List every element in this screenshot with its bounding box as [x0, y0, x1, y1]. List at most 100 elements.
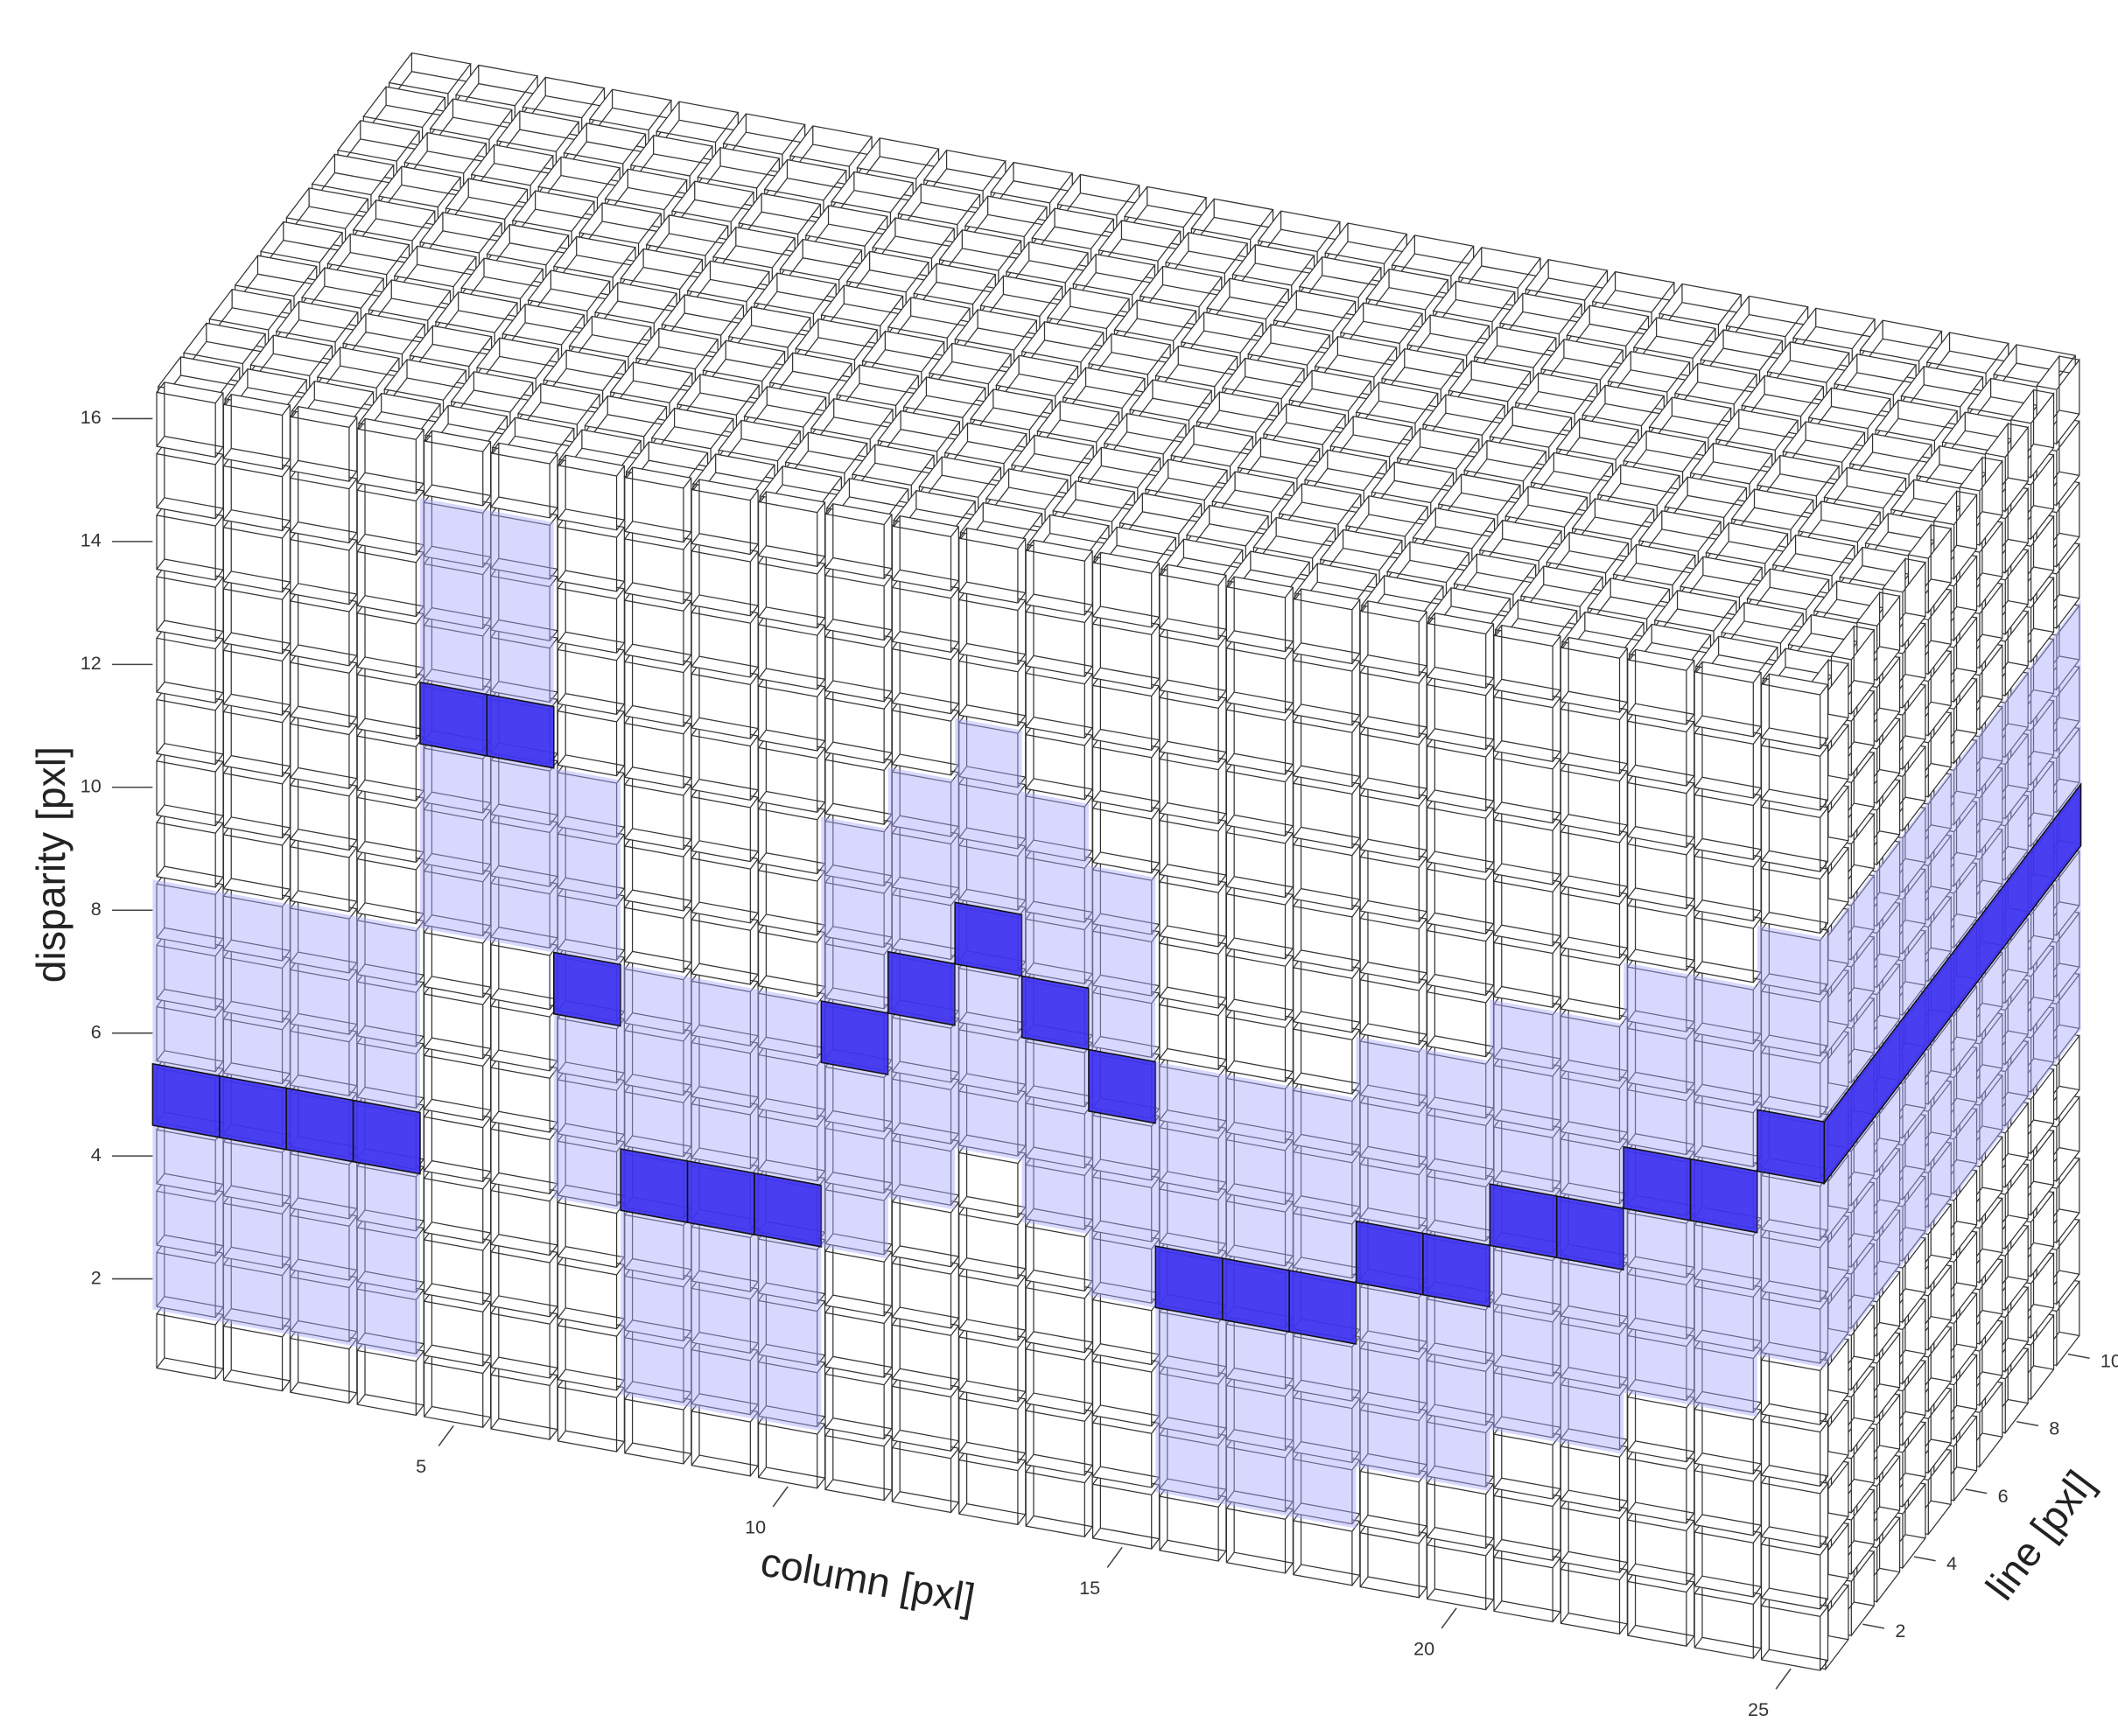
voxel-front — [1025, 600, 1093, 677]
voxel-front — [1225, 883, 1294, 960]
voxel-front — [222, 1315, 291, 1392]
voxel-front — [1091, 1473, 1161, 1550]
voxel-front — [1359, 1153, 1427, 1230]
voxel-front — [824, 1424, 893, 1502]
voxel-front — [356, 1278, 424, 1354]
voxel-front — [557, 639, 625, 716]
voxel-front — [1760, 858, 1829, 934]
x-tick — [438, 1424, 454, 1447]
voxel-front — [1091, 920, 1161, 997]
voxel-front — [1426, 1349, 1495, 1426]
voxel-front — [1225, 576, 1294, 653]
voxel-front — [222, 578, 291, 654]
z-tick-label: 10 — [2100, 1350, 2118, 1372]
voxel-front — [156, 1118, 224, 1195]
disparity-voxel — [1088, 1048, 1157, 1124]
voxel-front — [1293, 588, 1361, 665]
voxel-front — [1091, 982, 1161, 1059]
y-tick-label: 10 — [81, 774, 102, 796]
disparity-voxel — [1623, 1145, 1692, 1222]
voxel-front — [1359, 662, 1427, 738]
voxel-front — [290, 590, 358, 667]
disparity-voxel — [1221, 1257, 1290, 1334]
z-tick-label: 6 — [1998, 1485, 2009, 1507]
y-tick-label: 8 — [91, 898, 102, 920]
voxel-front — [1293, 1325, 1361, 1402]
voxel-front — [958, 1080, 1027, 1157]
voxel-front — [557, 700, 625, 777]
disparity-voxel — [754, 1172, 823, 1248]
voxel-front — [624, 1265, 692, 1342]
voxel-front — [824, 872, 893, 948]
disparity-voxel — [1355, 1220, 1424, 1296]
voxel-front — [1760, 1226, 1829, 1303]
voxel-front — [1760, 1533, 1829, 1610]
voxel-front — [1293, 1141, 1361, 1218]
voxel-front — [1493, 932, 1561, 1009]
voxel-front — [1627, 1571, 1695, 1648]
voxel-front — [1293, 772, 1361, 849]
voxel-front — [891, 514, 959, 592]
voxel-front — [156, 1180, 224, 1256]
voxel-front — [624, 1081, 692, 1158]
y-tick-label: 16 — [81, 406, 102, 428]
x-tick — [1775, 1668, 1792, 1690]
voxel-front — [824, 503, 893, 579]
voxel-front — [958, 650, 1027, 727]
voxel-front — [356, 787, 424, 864]
voxel-front — [1760, 1041, 1829, 1118]
voxel-front — [1359, 969, 1427, 1046]
voxel-front — [1627, 1325, 1695, 1402]
disparity-voxel — [1154, 1245, 1224, 1321]
voxel-front — [1426, 1042, 1495, 1119]
voxel-front — [958, 1203, 1027, 1280]
voxel-front — [490, 626, 558, 704]
x-tick-label: 5 — [416, 1455, 426, 1477]
voxel-front — [290, 405, 358, 482]
voxel-front — [624, 1204, 692, 1281]
z-axis-label: line [pxl] — [1977, 1462, 2103, 1608]
voxel-front — [290, 774, 358, 851]
voxel-front — [1091, 551, 1161, 628]
voxel-front — [1560, 760, 1628, 836]
voxel-front — [1426, 612, 1495, 690]
voxel-front — [1627, 648, 1695, 725]
voxel-front — [624, 466, 692, 543]
voxel-front — [757, 552, 826, 629]
y-tick-label: 4 — [91, 1144, 102, 1166]
voxel-front — [156, 934, 224, 1012]
y-axis-label: disparity [pxl] — [28, 746, 74, 983]
voxel-front — [557, 1253, 625, 1330]
disparity-voxel — [1757, 1109, 1826, 1185]
voxel-front — [891, 1068, 959, 1144]
disparity-voxel — [1422, 1232, 1491, 1308]
voxel-front — [1760, 1410, 1829, 1488]
marks — [151, 498, 2082, 1529]
voxel-front — [222, 394, 291, 470]
voxel-front — [222, 1008, 291, 1085]
voxel-front — [1293, 649, 1361, 726]
voxel-front — [290, 1143, 358, 1220]
voxel-front — [691, 1215, 759, 1292]
x-axis-label: column [pxl] — [757, 1538, 978, 1620]
voxel-front — [356, 1032, 424, 1109]
disparity-voxel — [954, 901, 1023, 977]
disparity-voxel — [1555, 1195, 1624, 1271]
voxel-front — [624, 1019, 692, 1096]
voxel-front — [424, 799, 492, 875]
voxel-front — [891, 1376, 959, 1452]
voxel-front — [691, 662, 759, 739]
voxel-front — [757, 1412, 826, 1489]
z-tick — [1965, 1488, 1988, 1494]
x-tick-label: 20 — [1413, 1637, 1434, 1659]
voxel-front — [557, 822, 625, 900]
voxel-front — [1293, 710, 1361, 788]
voxel-front — [1025, 662, 1093, 739]
x-tick — [772, 1486, 789, 1508]
voxel-front — [557, 515, 625, 592]
voxel-front — [1493, 1054, 1561, 1131]
disparity-voxel — [553, 951, 621, 1027]
voxel-front — [1627, 833, 1695, 910]
voxel-front — [557, 761, 625, 838]
voxel-front — [424, 1044, 492, 1121]
